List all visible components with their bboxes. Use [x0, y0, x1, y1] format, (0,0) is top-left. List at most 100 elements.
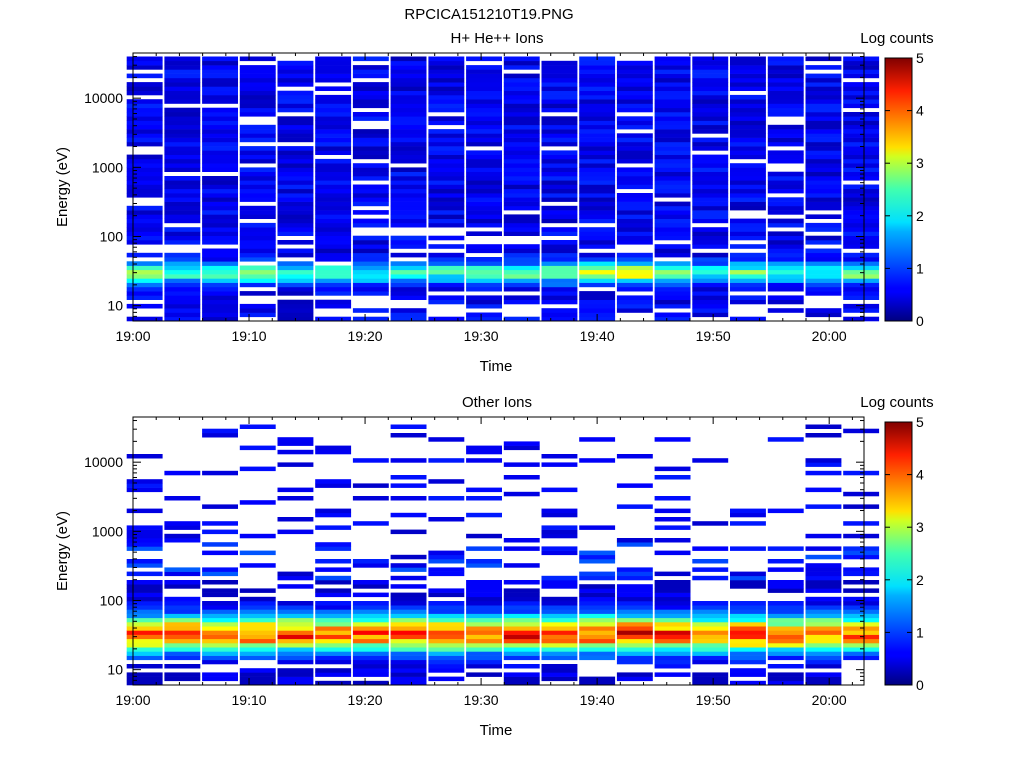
heatmap-cell	[239, 308, 276, 313]
heatmap-cell	[843, 133, 880, 138]
heatmap-cell	[428, 295, 465, 300]
heatmap-cell	[541, 60, 578, 66]
heatmap-cell	[428, 676, 465, 682]
heatmap-cell	[126, 282, 163, 288]
heatmap-cell	[126, 154, 163, 160]
heatmap-cell	[126, 252, 163, 258]
heatmap-cell	[428, 269, 465, 275]
heatmap-cell	[654, 261, 691, 266]
heatmap-cell	[277, 222, 314, 228]
heatmap-cell	[202, 299, 238, 305]
heatmap-cell	[541, 231, 578, 236]
heatmap-cell	[616, 146, 653, 151]
heatmap-cell	[767, 630, 804, 635]
heatmap-cell	[692, 116, 729, 121]
heatmap-cell	[352, 73, 389, 79]
heatmap-cell	[428, 651, 465, 656]
heatmap-cell	[730, 659, 766, 665]
heatmap-cell	[164, 180, 201, 185]
heatmap-cell	[654, 286, 691, 292]
heatmap-cell	[164, 651, 201, 656]
heatmap-cell	[315, 605, 352, 610]
heatmap-cell	[277, 193, 314, 198]
heatmap-cell	[466, 672, 502, 677]
heatmap-cell	[503, 116, 540, 121]
heatmap-cell	[202, 316, 238, 322]
heatmap-cell	[390, 282, 427, 288]
heatmap-cell	[277, 312, 314, 318]
heatmap-cell	[466, 82, 502, 87]
heatmap-cell	[352, 252, 389, 258]
heatmap-cell	[503, 491, 540, 497]
heatmap-cell	[466, 90, 502, 96]
heatmap-cell	[466, 107, 502, 113]
heatmap-cell	[277, 60, 314, 66]
heatmap-cell	[541, 550, 578, 556]
heatmap-cell	[390, 475, 427, 480]
heatmap-cell	[692, 672, 729, 677]
heatmap-cell	[466, 592, 502, 598]
heatmap-cell	[202, 99, 238, 104]
heatmap-cell	[164, 188, 201, 194]
heatmap-cell	[730, 575, 766, 581]
heatmap-cell	[239, 56, 276, 62]
heatmap-cell	[202, 634, 238, 640]
heatmap-cell	[654, 634, 691, 640]
heatmap-cell	[315, 668, 352, 673]
heatmap-cell	[654, 638, 691, 644]
heatmap-cell	[730, 69, 766, 74]
x-tick-label: 19:10	[232, 692, 267, 708]
heatmap-cell	[202, 286, 238, 292]
heatmap-cell	[579, 554, 616, 560]
heatmap-cell	[730, 643, 766, 648]
heatmap-cell	[466, 596, 502, 602]
heatmap-cell	[692, 240, 729, 245]
heatmap-cell	[164, 210, 201, 215]
heatmap-cell	[654, 592, 691, 598]
heatmap-cell	[843, 546, 880, 551]
heatmap-cell	[466, 282, 502, 288]
heatmap-cell	[126, 163, 163, 168]
heatmap-cell	[730, 120, 766, 126]
heatmap-cell	[767, 103, 804, 109]
heatmap-cell	[692, 65, 729, 70]
heatmap-cell	[730, 82, 766, 87]
heatmap-cell	[541, 107, 578, 113]
heatmap-cell	[692, 647, 729, 652]
heatmap-cell	[428, 299, 465, 305]
heatmap-cell	[730, 265, 766, 271]
heatmap-cell	[541, 668, 578, 673]
heatmap-cell	[164, 235, 201, 241]
heatmap-cell	[164, 580, 201, 585]
heatmap-cell	[579, 197, 616, 202]
heatmap-cell	[692, 205, 729, 211]
heatmap-cell	[239, 94, 276, 100]
heatmap-cell	[541, 261, 578, 266]
heatmap-cell	[202, 542, 238, 547]
heatmap-cell	[692, 312, 729, 318]
heatmap-cell	[616, 303, 653, 309]
heatmap-cell	[654, 90, 691, 96]
heatmap-cell	[503, 82, 540, 87]
heatmap-cell	[390, 278, 427, 283]
heatmap-cell	[164, 205, 201, 211]
heatmap-cell	[466, 655, 502, 661]
heatmap-cell	[541, 676, 578, 682]
colorbar	[884, 57, 913, 322]
heatmap-cell	[466, 265, 502, 271]
heatmap-cell	[541, 150, 578, 155]
heatmap-cell	[767, 65, 804, 70]
heatmap-cell	[579, 218, 616, 224]
heatmap-cell	[352, 638, 389, 644]
heatmap-cell	[466, 129, 502, 134]
heatmap-cell	[239, 601, 276, 606]
heatmap-cell	[202, 218, 238, 224]
heatmap-cell	[315, 248, 352, 254]
heatmap-cell	[843, 596, 880, 602]
heatmap-cell	[390, 592, 427, 598]
heatmap-cell	[164, 601, 201, 606]
heatmap-cell	[466, 65, 502, 70]
heatmap-cell	[541, 613, 578, 619]
heatmap-cell	[202, 617, 238, 623]
heatmap-cell	[843, 550, 880, 556]
